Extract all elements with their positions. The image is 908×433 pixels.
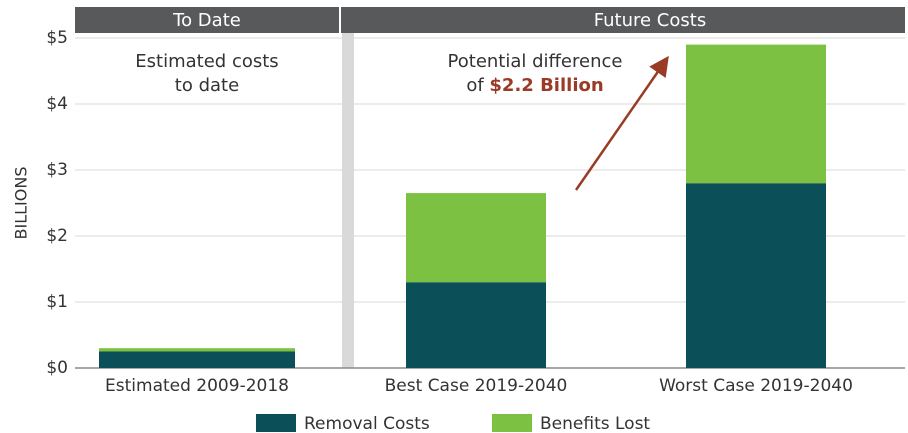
arrow [574,55,669,191]
annotation: of $2.2 Billion [466,75,603,96]
legend-label: Removal Costs [304,414,430,433]
x-tick-label: Estimated 2009-2018 [105,376,289,396]
section-divider [342,33,354,368]
header-band [75,7,905,33]
bar-segment [99,351,295,368]
annotation: Potential difference [448,51,623,72]
section-label: Future Costs [594,10,706,31]
section-label: To Date [172,10,241,31]
x-tick-label: Best Case 2019-2040 [385,376,568,396]
bar-segment [406,282,546,368]
bar-segment [686,183,826,368]
annotation: to date [175,75,239,96]
legend-swatch [256,414,296,432]
y-tick-label: $3 [46,160,68,180]
bar-segment [99,348,295,352]
y-tick-label: $5 [46,28,68,48]
y-tick-label: $2 [46,226,68,246]
bar-segment [406,193,546,283]
y-axis-label: BILLIONS [12,167,31,240]
y-tick-label: $4 [46,94,68,114]
legend-swatch [492,414,532,432]
annotation-highlight: $2.2 Billion [489,75,603,96]
y-tick-label: $0 [46,358,68,378]
legend-label: Benefits Lost [540,414,650,433]
annotation: Estimated costs [135,51,278,72]
x-tick-label: Worst Case 2019-2040 [659,376,853,396]
bar-segment [686,44,826,184]
y-tick-label: $1 [46,292,68,312]
annotation: of [466,75,484,96]
